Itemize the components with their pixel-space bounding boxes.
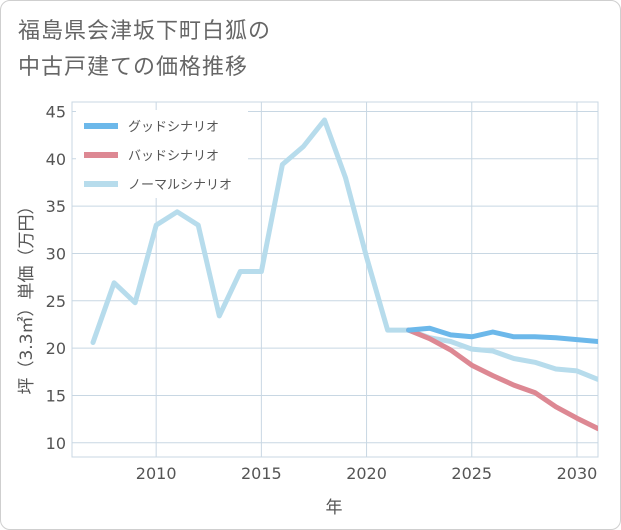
grid-lines xyxy=(71,101,599,458)
y-tick-label: 10 xyxy=(46,434,66,453)
series-layer xyxy=(90,117,598,432)
y-tick-label: 20 xyxy=(46,339,66,358)
legend-normal-scenario-label: ノーマルシナリオ xyxy=(128,178,232,193)
x-axis-label: 年 xyxy=(326,498,343,518)
bad-scenario-line xyxy=(406,327,598,432)
y-tick-label: 40 xyxy=(46,150,66,169)
x-tick-label: 2010 xyxy=(136,464,177,483)
legend-good-scenario-label: グッドシナリオ xyxy=(128,120,219,135)
y-axis-label: 坪（3.3㎡）単価（万円） xyxy=(17,197,37,394)
x-tick-label: 2030 xyxy=(557,464,598,483)
legend-bad-scenario-label: バッドシナリオ xyxy=(128,149,219,164)
chart-title: 福島県会津坂下町白狐の 中古戸建ての価格推移 xyxy=(18,14,271,86)
y-tick-label: 30 xyxy=(46,244,66,263)
x-tick-label: 2025 xyxy=(451,464,492,483)
normal-scenario-line xyxy=(90,117,598,382)
plot-area xyxy=(71,101,599,458)
y-tick-label: 15 xyxy=(46,386,66,405)
y-tick-label: 45 xyxy=(46,102,66,121)
x-tick-label: 2015 xyxy=(241,464,282,483)
chart-title-line1: 福島県会津坂下町白狐の xyxy=(18,19,272,44)
y-tick-label: 25 xyxy=(46,292,66,311)
good-scenario-line xyxy=(406,325,598,344)
y-tick-label: 35 xyxy=(46,197,66,216)
chart-title-line2: 中古戸建ての価格推移 xyxy=(18,55,249,80)
x-tick-label: 2020 xyxy=(346,464,387,483)
